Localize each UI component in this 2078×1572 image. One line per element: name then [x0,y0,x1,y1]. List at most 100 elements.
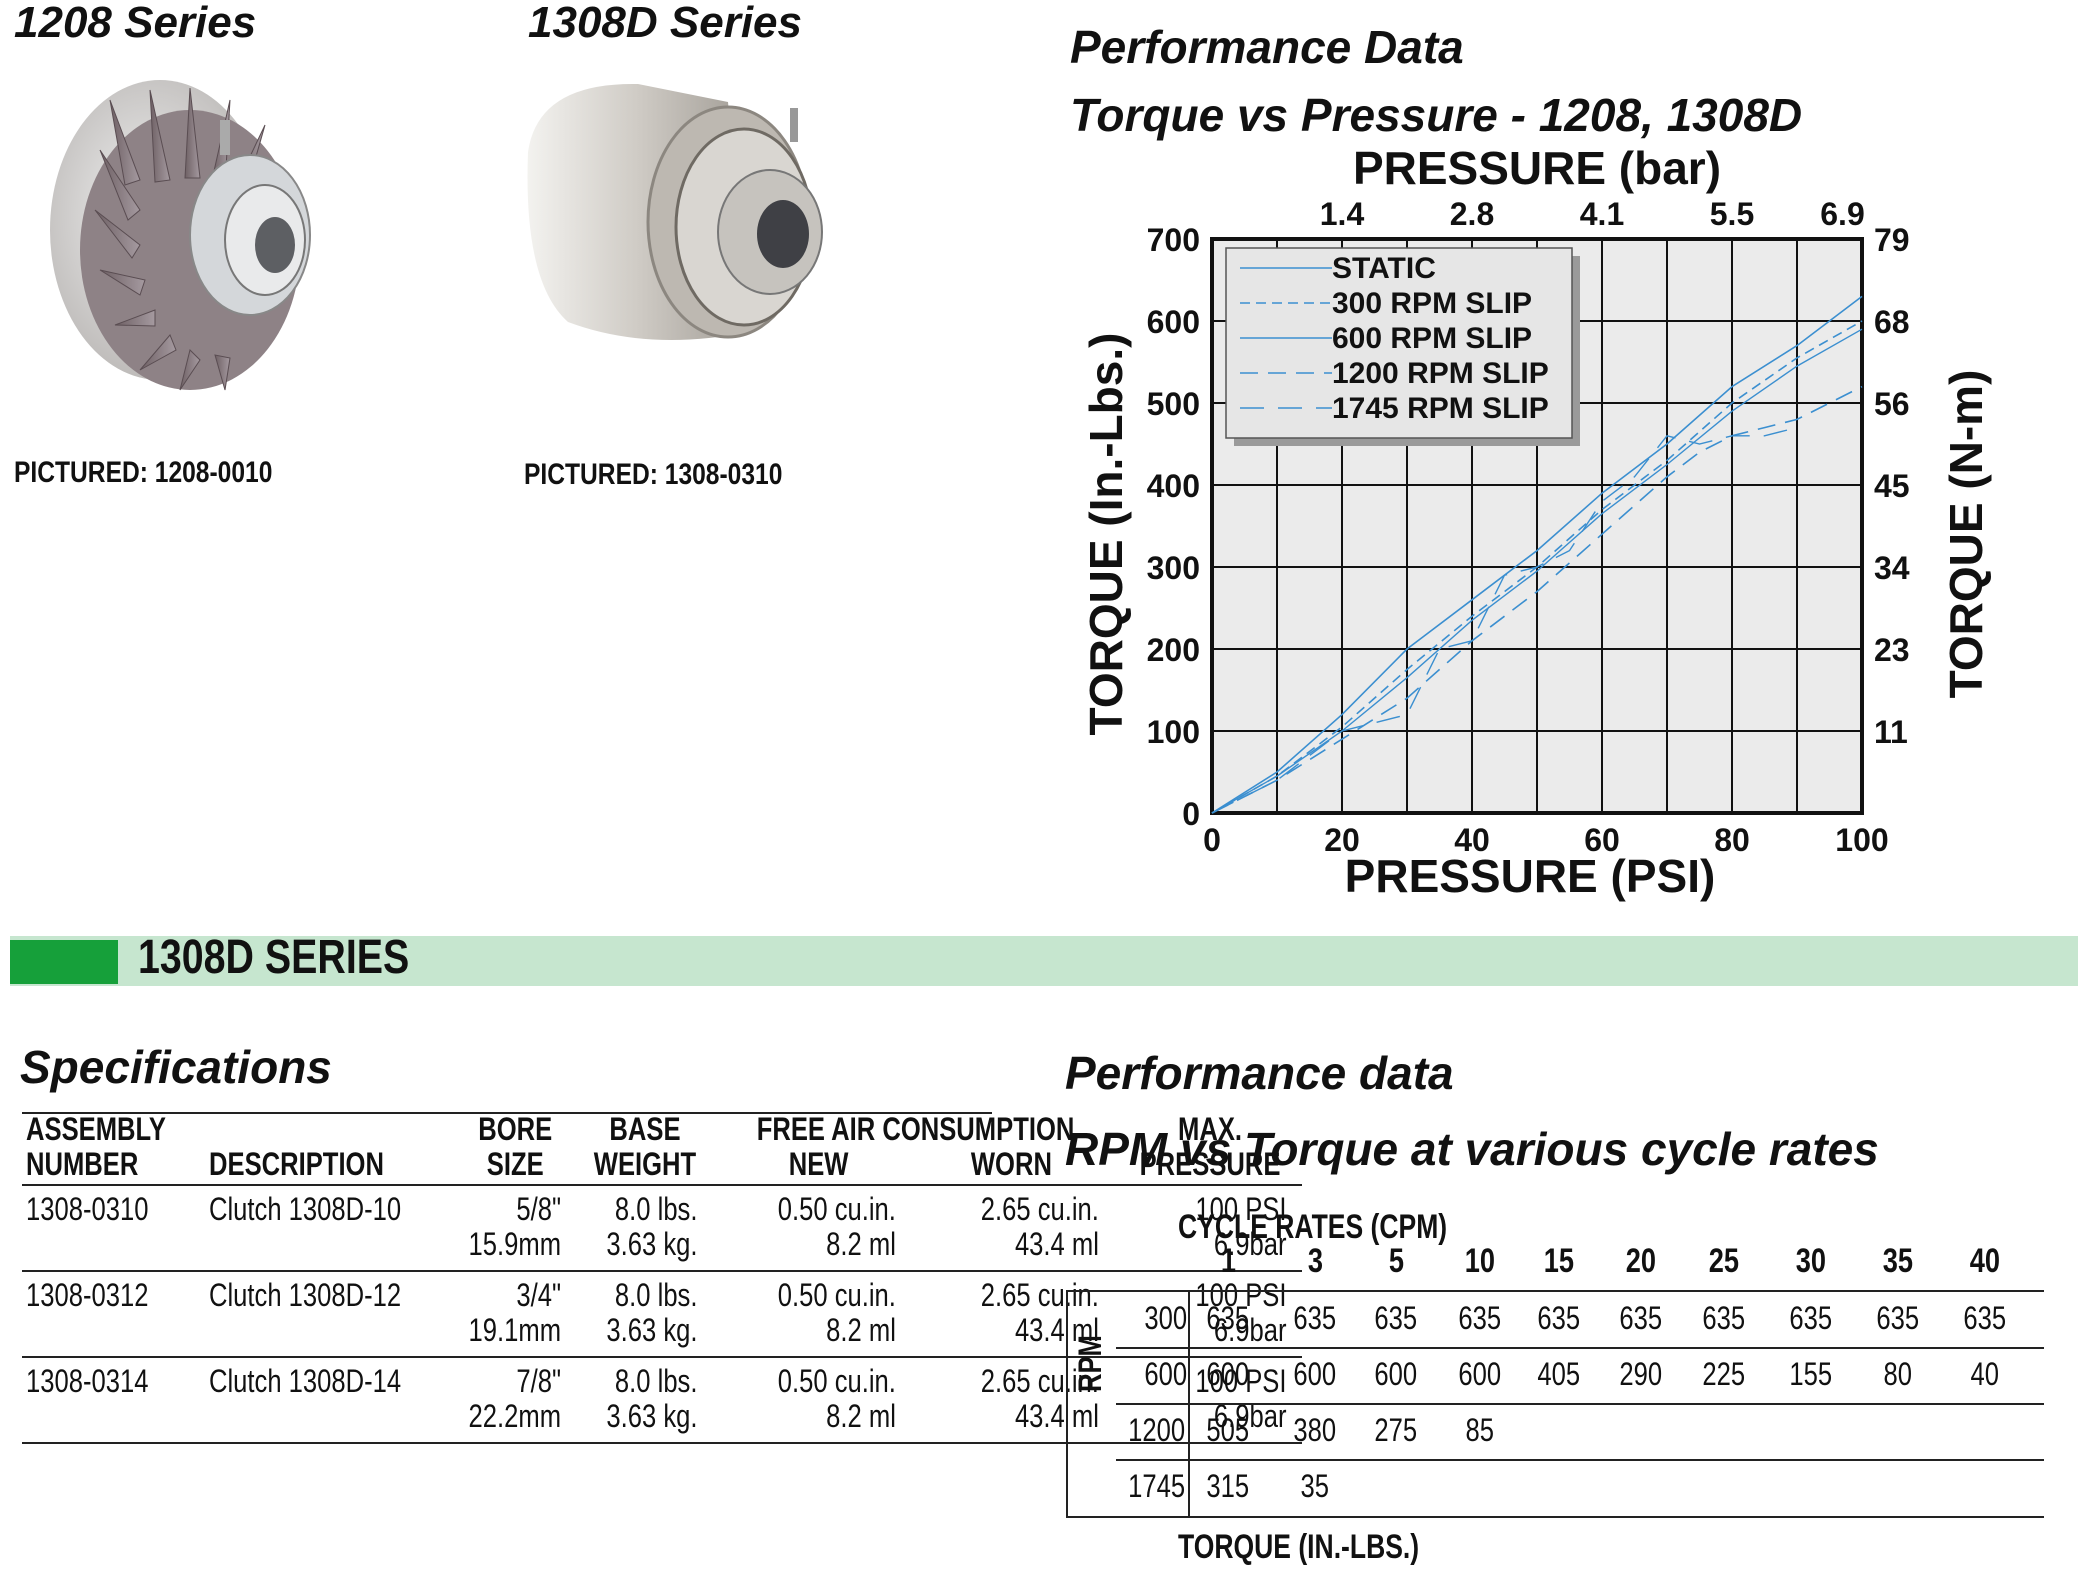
table-rule [1066,1290,2044,1292]
cell-description: Clutch 1308D-12 [204,1271,453,1358]
y2-tick-label: 79 [1874,222,1910,258]
product-1208-title: 1208 Series [14,0,257,47]
cell-description: Clutch 1308D-14 [204,1357,453,1444]
y-tick-label: 200 [1147,632,1200,668]
rpm-value: 1745 [1127,1468,1185,1504]
y2-tick-label: 34 [1874,550,1910,586]
torque-value: 600 [1458,1356,1502,1392]
torque-value: 155 [1789,1356,1833,1392]
x-tick-label: 60 [1584,822,1620,858]
table-rule [1116,1347,2044,1349]
torque-value: 635 [1963,1300,2007,1336]
x2-tick-label: 1.4 [1320,196,1365,232]
product-1308d-title: 1308D Series [528,0,802,47]
cell-bore: 5/8" 15.9mm [453,1185,577,1272]
legend-label: STATIC [1332,252,1436,285]
legend-label: 300 RPM SLIP [1332,287,1532,320]
cell-weight: 8.0 lbs. 3.63 kg. [576,1357,713,1444]
header-free-air: FREE AIR CONSUMPTION NEW WORN [712,1112,1118,1186]
rpm-axis-label: RPM [1072,1335,1108,1392]
cell-max-pressure: 100 PSI 6.9bar [1117,1357,1302,1444]
torque-value: 40 [1970,1356,2000,1392]
rpm-value: 300 [1143,1300,1187,1336]
torque-value: 35 [1300,1468,1330,1504]
series-line-600-rpm-slip [1211,328,1863,814]
torque-value: 635 [1293,1300,1337,1336]
chart-title: Torque vs Pressure - 1208, 1308D [1070,89,1803,141]
torque-value: 600 [1206,1356,1250,1392]
torque-value: 635 [1458,1300,1502,1336]
banner-title: 1308D SERIES [138,931,410,984]
cycle-rate-header: 5 [1388,1242,1404,1280]
cycle-rate-header: 3 [1307,1242,1323,1280]
header-bore: BORE SIZE [453,1112,577,1186]
right-axis-title: TORQUE (N-m) [1940,370,1992,699]
rpm-value: 1200 [1127,1412,1185,1448]
legend-label: 1745 RPM SLIP [1332,392,1549,425]
torque-value: 405 [1537,1356,1581,1392]
torque-value: 225 [1702,1356,1746,1392]
x-tick-label: 0 [1203,822,1221,858]
y-tick-label: 400 [1147,468,1200,504]
torque-value: 635 [1789,1300,1833,1336]
y-tick-label: 600 [1147,304,1200,340]
cell-max-pressure: 100 PSI 6.9bar [1117,1185,1302,1272]
cell-consumption-worn: 2.65 cu.in. 43.4 ml [915,1271,1118,1358]
series-line-1745-rpm-slip [1211,426,1798,814]
torque-value: 290 [1619,1356,1663,1392]
cell-assembly: 1308-0310 [22,1185,205,1272]
y2-tick-label: 45 [1874,468,1910,504]
rpm-performance-heading: Performance data [1065,1047,1454,1099]
header-assembly: ASSEMBLY NUMBER [22,1112,205,1186]
torque-value: 635 [1537,1300,1581,1336]
spec-row: 1308-0312 Clutch 1308D-12 3/4" 19.1mm 8.0 lb… [22,1271,1302,1358]
specifications-table: ASSEMBLY NUMBER DESCRIPTION BORE SIZE BASE… [22,1112,1302,1444]
cycle-rate-header: 30 [1795,1242,1827,1280]
cell-assembly: 1308-0312 [22,1271,205,1358]
torque-units-label: TORQUE (IN.-LBS.) [1178,1528,1420,1566]
clutch-1308d-image [527,83,823,340]
x2-tick-label: 5.5 [1710,196,1754,232]
specifications-heading: Specifications [20,1041,332,1093]
x-tick-label: 100 [1835,822,1888,858]
rpm-performance-subheading: RPM vs Torque at various cycle rates [1065,1123,1879,1175]
series-banner [10,936,2078,986]
header-max-pressure: MAX. PRESSURE [1117,1112,1302,1186]
y2-tick-label: 68 [1874,304,1910,340]
header-base: BASE WEIGHT [576,1112,713,1186]
series-line-1200-rpm-slip [1211,385,1863,814]
cell-bore: 3/4" 19.1mm [453,1271,577,1358]
pictured-1208-caption: PICTURED: 1208-0010 [14,456,273,489]
cycle-rate-header: 1 [1220,1242,1236,1280]
cell-assembly: 1308-0314 [22,1357,205,1444]
y-tick-label: 300 [1147,550,1200,586]
y2-tick-label: 56 [1874,386,1910,422]
cycle-rate-header: 40 [1969,1242,2001,1280]
torque-value: 85 [1465,1412,1495,1448]
spec-row: 1308-0310 Clutch 1308D-10 5/8" 15.9mm 8.0 lb… [22,1185,1302,1272]
x2-tick-label: 6.9 [1820,196,1864,232]
legend [1225,247,1573,439]
pictured-1308d-caption: PICTURED: 1308-0310 [524,458,783,491]
cycle-rates-label: CYCLE RATES (CPM) [1178,1208,1448,1246]
y-tick-label: 0 [1182,796,1200,832]
left-axis-title: TORQUE (In.-Lbs.) [1080,333,1132,736]
torque-value: 315 [1206,1468,1250,1504]
cell-weight: 8.0 lbs. 3.63 kg. [576,1185,713,1272]
torque-value: 275 [1374,1412,1418,1448]
table-rule [1116,1459,2044,1461]
legend-label: 600 RPM SLIP [1332,322,1532,355]
cycle-rate-header: 25 [1708,1242,1740,1280]
torque-value: 600 [1293,1356,1337,1392]
cycle-rate-header: 20 [1625,1242,1657,1280]
x-tick-label: 20 [1324,822,1360,858]
torque-value: 505 [1206,1412,1250,1448]
torque-value: 380 [1293,1412,1337,1448]
top-axis-title: PRESSURE (bar) [1353,142,1721,194]
cycle-rate-header: 15 [1543,1242,1575,1280]
spec-row: 1308-0314 Clutch 1308D-14 7/8" 22.2mm 8.0 lb… [22,1357,1302,1444]
cell-consumption-new: 0.50 cu.in. 8.2 ml [712,1185,916,1272]
cycle-rate-header: 10 [1464,1242,1496,1280]
